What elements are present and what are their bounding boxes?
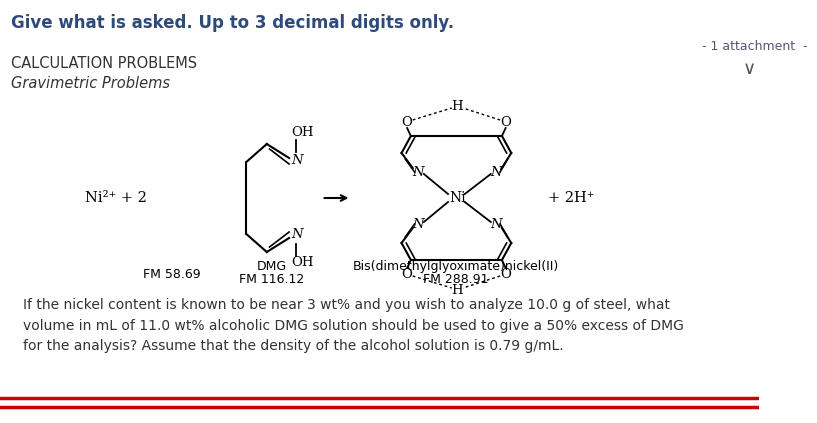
Text: + 2H⁺: + 2H⁺ (548, 191, 595, 205)
Text: H: H (452, 99, 463, 113)
Text: DMG: DMG (257, 260, 287, 273)
Text: H: H (452, 283, 463, 297)
Text: N: N (490, 165, 502, 179)
Text: N: N (413, 217, 424, 231)
Text: CALCULATION PROBLEMS: CALCULATION PROBLEMS (11, 56, 197, 71)
Text: N: N (291, 154, 302, 167)
Text: Ni²⁺ + 2: Ni²⁺ + 2 (85, 191, 147, 205)
Text: Give what is asked. Up to 3 decimal digits only.: Give what is asked. Up to 3 decimal digi… (11, 14, 454, 32)
Text: FM 58.69: FM 58.69 (143, 268, 201, 281)
Text: N: N (490, 217, 502, 231)
Text: If the nickel content is known to be near 3 wt% and you wish to analyze 10.0 g o: If the nickel content is known to be nea… (23, 298, 684, 353)
Text: OH: OH (291, 256, 314, 269)
Text: FM 288.91: FM 288.91 (422, 273, 489, 286)
Text: O: O (500, 267, 511, 280)
Text: O: O (500, 115, 511, 129)
Text: Ni: Ni (449, 191, 466, 205)
Text: - 1 attachment  -: - 1 attachment - (702, 40, 807, 53)
Text: N: N (413, 165, 424, 179)
Text: Gravimetric Problems: Gravimetric Problems (11, 76, 170, 91)
Text: O: O (402, 267, 413, 280)
Text: ∨: ∨ (743, 60, 756, 78)
Text: Bis(dimethylglyoximate)nickel(II): Bis(dimethylglyoximate)nickel(II) (352, 260, 559, 273)
Text: OH: OH (291, 126, 314, 138)
Text: O: O (402, 115, 413, 129)
Text: FM 116.12: FM 116.12 (239, 273, 304, 286)
Text: N: N (291, 228, 302, 242)
